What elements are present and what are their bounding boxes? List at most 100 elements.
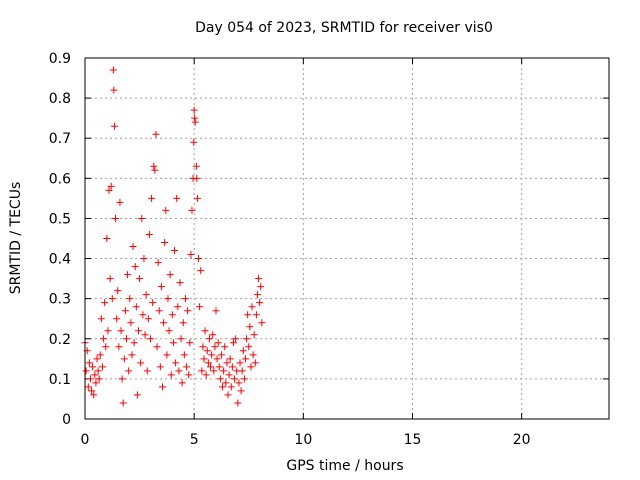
data-point-marker bbox=[176, 279, 184, 287]
data-point-marker bbox=[82, 367, 90, 375]
data-point-marker bbox=[148, 194, 156, 202]
data-point-marker bbox=[207, 363, 215, 371]
data-point-marker bbox=[95, 375, 103, 383]
data-point-marker bbox=[221, 343, 229, 351]
data-point-marker bbox=[149, 299, 157, 307]
data-point-marker bbox=[147, 335, 154, 343]
data-point-marker bbox=[247, 363, 255, 371]
data-point-marker bbox=[203, 347, 211, 355]
data-point-marker bbox=[139, 311, 147, 319]
data-point-marker bbox=[237, 387, 245, 395]
x-tick-label: 5 bbox=[190, 432, 199, 448]
data-point-marker bbox=[96, 351, 104, 359]
data-point-marker bbox=[243, 335, 251, 343]
data-point-marker bbox=[126, 295, 134, 303]
data-point-marker bbox=[131, 263, 139, 271]
data-point-marker bbox=[128, 351, 136, 359]
data-point-marker bbox=[162, 206, 170, 214]
data-point-marker bbox=[115, 343, 123, 351]
data-point-marker bbox=[245, 343, 253, 351]
data-point-marker bbox=[130, 339, 138, 347]
data-point-marker bbox=[143, 367, 151, 375]
data-point-marker bbox=[85, 359, 93, 367]
data-point-marker bbox=[210, 367, 218, 375]
data-point-marker bbox=[197, 267, 205, 275]
data-point-marker bbox=[223, 359, 231, 367]
y-tick-label: 0.9 bbox=[49, 51, 71, 67]
data-point-marker bbox=[153, 343, 161, 351]
data-point-marker bbox=[86, 375, 94, 383]
data-point-marker bbox=[186, 339, 194, 347]
data-point-marker bbox=[190, 138, 198, 146]
data-point-marker bbox=[124, 271, 132, 279]
data-point-marker bbox=[114, 287, 122, 295]
data-point-marker bbox=[168, 311, 176, 319]
data-point-marker bbox=[202, 371, 210, 379]
data-point-marker bbox=[117, 327, 125, 335]
data-point-marker bbox=[173, 194, 181, 202]
plot-frame bbox=[84, 57, 610, 420]
data-point-marker bbox=[136, 275, 144, 283]
data-point-marker bbox=[191, 118, 199, 126]
data-point-marker bbox=[228, 363, 236, 371]
data-point-marker bbox=[215, 363, 223, 371]
data-point-marker bbox=[104, 327, 112, 335]
data-point-marker bbox=[89, 363, 97, 371]
data-point-marker bbox=[234, 399, 242, 407]
data-point-marker bbox=[152, 130, 160, 138]
data-point-marker bbox=[177, 335, 185, 343]
y-tick-label: 0.5 bbox=[49, 211, 71, 227]
data-point-marker bbox=[217, 351, 225, 359]
data-point-marker bbox=[113, 315, 121, 323]
chart-title: Day 054 of 2023, SRMTID for receiver vis… bbox=[195, 20, 493, 36]
y-tick-label: 0.8 bbox=[49, 91, 71, 107]
data-point-marker bbox=[179, 319, 187, 327]
x-tick-label: 0 bbox=[81, 432, 90, 448]
axis-ticks: 0 0.1 0.2 0.3 0.4 0.5 0.6 0.7 0.8 0.9 0 5 10 15 20 bbox=[49, 51, 609, 448]
data-point-marker bbox=[163, 351, 171, 359]
data-point-marker bbox=[244, 311, 252, 319]
data-point-marker bbox=[231, 375, 239, 383]
data-point-marker bbox=[88, 387, 96, 395]
data-point-marker bbox=[166, 271, 174, 279]
data-point-marker bbox=[161, 239, 169, 247]
data-point-marker bbox=[172, 359, 180, 367]
data-point-marker bbox=[188, 206, 196, 214]
data-point-marker bbox=[212, 307, 220, 315]
data-point-marker bbox=[225, 371, 233, 379]
data-point-marker bbox=[195, 255, 203, 263]
data-point-marker bbox=[192, 162, 200, 170]
y-axis-label: SRMTID / TECUs bbox=[8, 182, 24, 295]
data-point-marker bbox=[133, 391, 141, 399]
x-tick-label: 20 bbox=[513, 432, 531, 448]
data-point-marker bbox=[101, 299, 109, 307]
data-point-marker bbox=[208, 351, 216, 359]
data-point-marker bbox=[141, 331, 149, 339]
data-point-marker bbox=[84, 383, 92, 391]
data-point-marker bbox=[232, 335, 240, 343]
data-point-marker bbox=[102, 343, 110, 351]
data-point-marker bbox=[191, 114, 199, 122]
data-point-marker bbox=[187, 251, 195, 259]
data-point-marker bbox=[220, 367, 228, 375]
x-axis-label: GPS time / hours bbox=[286, 458, 403, 474]
data-point-marker bbox=[190, 106, 198, 114]
data-point-marker bbox=[100, 335, 108, 343]
data-point-marker bbox=[169, 339, 177, 347]
data-point-marker bbox=[90, 391, 98, 399]
data-point-marker bbox=[93, 355, 101, 363]
data-point-marker bbox=[193, 194, 201, 202]
data-point-marker bbox=[240, 375, 248, 383]
data-point-marker bbox=[171, 247, 179, 255]
data-point-marker bbox=[107, 182, 115, 190]
data-point-marker bbox=[199, 343, 207, 351]
data-point-marker bbox=[94, 367, 102, 375]
data-point-marker bbox=[216, 375, 224, 383]
data-point-marker bbox=[159, 383, 167, 391]
data-point-marker bbox=[116, 198, 124, 206]
data-point-marker bbox=[112, 214, 120, 222]
data-point-marker bbox=[226, 355, 234, 363]
data-point-marker bbox=[132, 303, 140, 311]
data-point-marker bbox=[213, 355, 221, 363]
